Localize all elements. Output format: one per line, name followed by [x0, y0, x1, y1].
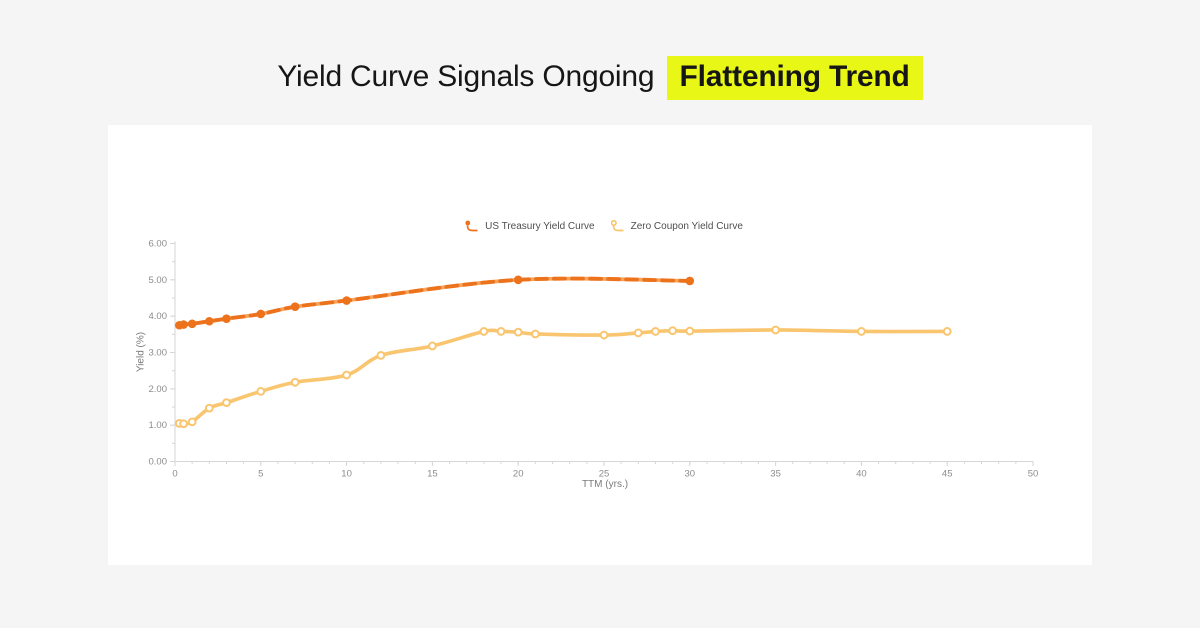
svg-text:50: 50 — [1028, 469, 1039, 480]
page-title: Yield Curve Signals Ongoing Flattening T… — [0, 56, 1200, 100]
svg-text:0.00: 0.00 — [149, 457, 168, 468]
legend-item-us-treasury[interactable]: US Treasury Yield Curve — [465, 220, 595, 233]
chart-legend: US Treasury Yield Curve Zero Coupon Yiel… — [175, 220, 1033, 233]
svg-text:30: 30 — [685, 469, 696, 480]
svg-text:3.00: 3.00 — [149, 348, 168, 359]
svg-text:25: 25 — [599, 469, 610, 480]
y-axis-title: Yield (%) — [135, 331, 147, 373]
svg-text:10: 10 — [341, 469, 352, 480]
svg-text:5.00: 5.00 — [149, 275, 168, 286]
svg-text:2.00: 2.00 — [149, 384, 168, 395]
line-series-icon — [610, 220, 624, 232]
title-text: Yield Curve Signals Ongoing — [277, 60, 655, 93]
svg-text:1.00: 1.00 — [149, 420, 168, 431]
svg-text:5: 5 — [258, 469, 263, 480]
svg-text:0: 0 — [172, 469, 177, 480]
yield-curve-chart: 0.00 1.00 2.00 3.00 4.00 5.00 6.00 0 5 10 15 20 25 30… — [149, 239, 1039, 480]
legend-label: US Treasury Yield Curve — [485, 221, 595, 232]
x-axis-title: TTM (yrs.) — [581, 479, 629, 490]
svg-text:6.00: 6.00 — [149, 239, 168, 250]
svg-text:4.00: 4.00 — [149, 311, 168, 322]
svg-text:15: 15 — [427, 469, 438, 480]
line-series-icon — [465, 220, 478, 232]
legend-label: Zero Coupon Yield Curve — [630, 221, 743, 232]
chart-card: 0.00 1.00 2.00 3.00 4.00 5.00 6.00 0 5 10 15 20 25 30… — [108, 125, 1092, 565]
svg-text:35: 35 — [770, 469, 781, 480]
svg-text:40: 40 — [856, 469, 867, 480]
title-highlight: Flattening Trend — [666, 56, 923, 100]
svg-text:20: 20 — [513, 469, 524, 480]
legend-item-zero-coupon[interactable]: Zero Coupon Yield Curve — [610, 220, 743, 233]
svg-text:45: 45 — [942, 469, 953, 480]
